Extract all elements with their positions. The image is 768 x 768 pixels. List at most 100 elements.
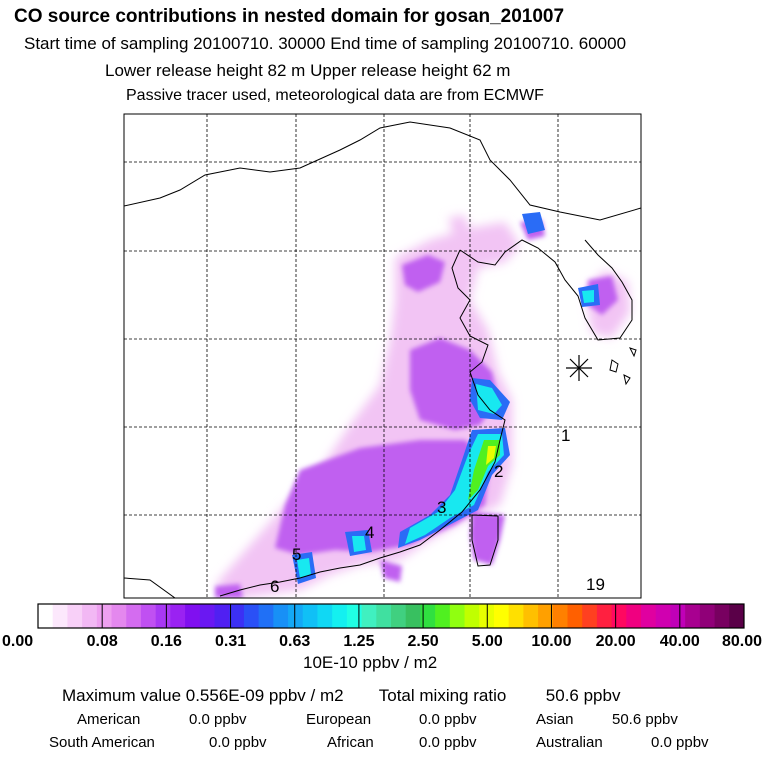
colorbar-cell xyxy=(464,604,480,628)
colorbar-cell xyxy=(449,604,466,628)
colorbar-cell xyxy=(170,604,186,628)
colorbar-cell xyxy=(405,604,421,628)
colorbar-tick-label: 20.00 xyxy=(596,633,636,650)
contrib-value: 0.0 ppbv xyxy=(189,711,247,728)
contrib-label: Australian xyxy=(536,734,603,751)
colorbar-tick-label: 0.31 xyxy=(215,633,246,650)
release-heights: Lower release height 82 m Upper release … xyxy=(105,61,511,80)
colorbar-outline xyxy=(37,603,745,629)
colorbar-tick-label: 40.00 xyxy=(660,633,700,650)
colorbar-cell xyxy=(140,604,157,628)
colorbar-cell xyxy=(729,604,745,628)
map-frame xyxy=(123,113,642,599)
colorbar-cell xyxy=(699,604,716,628)
tracer-note: Passive tracer used, meteorological data… xyxy=(126,87,544,104)
sampling-times: Start time of sampling 20100710. 30000 E… xyxy=(24,34,627,53)
colorbar-cell xyxy=(52,604,68,628)
colorbar-cell xyxy=(670,604,686,628)
region-label: 2 xyxy=(494,462,503,481)
colorbar-cell xyxy=(38,604,54,628)
colorbar-tick-label: 0.63 xyxy=(279,633,310,650)
region-label: 19 xyxy=(586,575,605,594)
colorbar-cell xyxy=(126,604,142,628)
contrib-value: 0.0 ppbv xyxy=(419,734,477,751)
colorbar-cell xyxy=(376,604,392,628)
colorbar-cell xyxy=(82,604,98,628)
colorbar-cell xyxy=(655,604,671,628)
colorbar-cell xyxy=(96,604,113,628)
colorbar-cell xyxy=(626,604,642,628)
contrib-label: Asian xyxy=(536,711,574,728)
colorbar-tick-label: 10.00 xyxy=(531,633,571,650)
colorbar-cell xyxy=(523,604,539,628)
colorbar-cell xyxy=(596,604,613,628)
contrib-label: African xyxy=(327,734,374,751)
colorbar-cell xyxy=(288,604,304,628)
contrib-value: 0.0 ppbv xyxy=(651,734,709,751)
stats-line: Maximum value 0.556E-09 ppbv / m2 Total … xyxy=(62,686,620,706)
colorbar-tick-labels: 0.00 0.08 0.16 0.31 0.63 1.25 2.50 5.00 10.00 20.… xyxy=(2,633,762,650)
colorbar-cell xyxy=(317,604,333,628)
concentration-field xyxy=(124,114,641,598)
colorbar-tick-label: 0.16 xyxy=(151,633,182,650)
region-label: 1 xyxy=(561,426,570,445)
colorbar-cell xyxy=(685,604,701,628)
colorbar-cell xyxy=(420,604,436,628)
colorbar-cell xyxy=(185,604,201,628)
region-labels: 1 2 3 4 5 6 19 xyxy=(270,426,605,596)
colorbar-cell xyxy=(641,604,657,628)
colorbar-cell xyxy=(391,604,407,628)
colorbar-cell xyxy=(229,604,245,628)
colorbar-cell xyxy=(332,604,348,628)
colorbar-cell xyxy=(714,604,730,628)
coastlines xyxy=(124,121,641,598)
colorbar-cell xyxy=(508,604,524,628)
contrib-value: 0.0 ppbv xyxy=(209,734,267,751)
colorbar-cell xyxy=(258,604,274,628)
colorbar-cell xyxy=(552,604,568,628)
colorbar-tick-label: 2.50 xyxy=(408,633,439,650)
region-label: 5 xyxy=(292,545,301,564)
colorbar-cell xyxy=(346,604,363,628)
contrib-value: 50.6 ppbv xyxy=(612,711,678,728)
colorbar-cell xyxy=(567,604,583,628)
colorbar-cell xyxy=(361,604,377,628)
colorbar-cell xyxy=(435,604,451,628)
total-mixing-label: Total mixing ratio xyxy=(378,686,507,705)
colorbar-cell xyxy=(199,604,215,628)
colorbar-cell xyxy=(493,604,510,628)
contrib-label: European xyxy=(306,711,372,728)
region-label: 3 xyxy=(437,498,446,517)
contrib-value: 0.0 ppbv xyxy=(419,711,477,728)
colorbar-cell xyxy=(155,604,171,628)
colorbar-tick-label: 0.00 xyxy=(2,633,33,650)
colorbar-ticks xyxy=(101,604,681,628)
lat-lon-grid xyxy=(124,114,641,598)
contrib-label: American xyxy=(77,711,141,728)
colorbar: 0.00 0.08 0.16 0.31 0.63 1.25 2.50 5.00 10.00 20.… xyxy=(2,603,762,650)
plume-yellow-peak xyxy=(486,446,496,465)
colorbar-cell xyxy=(67,604,83,628)
total-mixing-value: 50.6 ppbv xyxy=(545,686,621,705)
colorbar-cell xyxy=(214,604,230,628)
colorbar-tick-label: 5.00 xyxy=(472,633,503,650)
colorbar-tick-label: 80.00 xyxy=(722,633,762,650)
colorbar-cell xyxy=(611,604,627,628)
chart-title: CO source contributions in nested domain… xyxy=(14,6,565,27)
receptor-marker-icon xyxy=(566,355,592,381)
region-label: 4 xyxy=(365,523,374,542)
maximum-value: Maximum value 0.556E-09 ppbv / m2 xyxy=(62,686,344,705)
colorbar-cell xyxy=(538,604,554,628)
colorbar-units: 10E-10 ppbv / m2 xyxy=(303,653,438,672)
colorbar-cell xyxy=(243,604,260,628)
colorbar-tick-label: 0.08 xyxy=(87,633,118,650)
colorbar-tick-label: 1.25 xyxy=(343,633,374,650)
colorbar-cells xyxy=(38,604,745,628)
contrib-label: South American xyxy=(49,734,155,751)
colorbar-cell xyxy=(273,604,289,628)
region-label: 6 xyxy=(270,577,279,596)
colorbar-cell xyxy=(302,604,318,628)
colorbar-cell xyxy=(111,604,127,628)
colorbar-cell xyxy=(582,604,598,628)
